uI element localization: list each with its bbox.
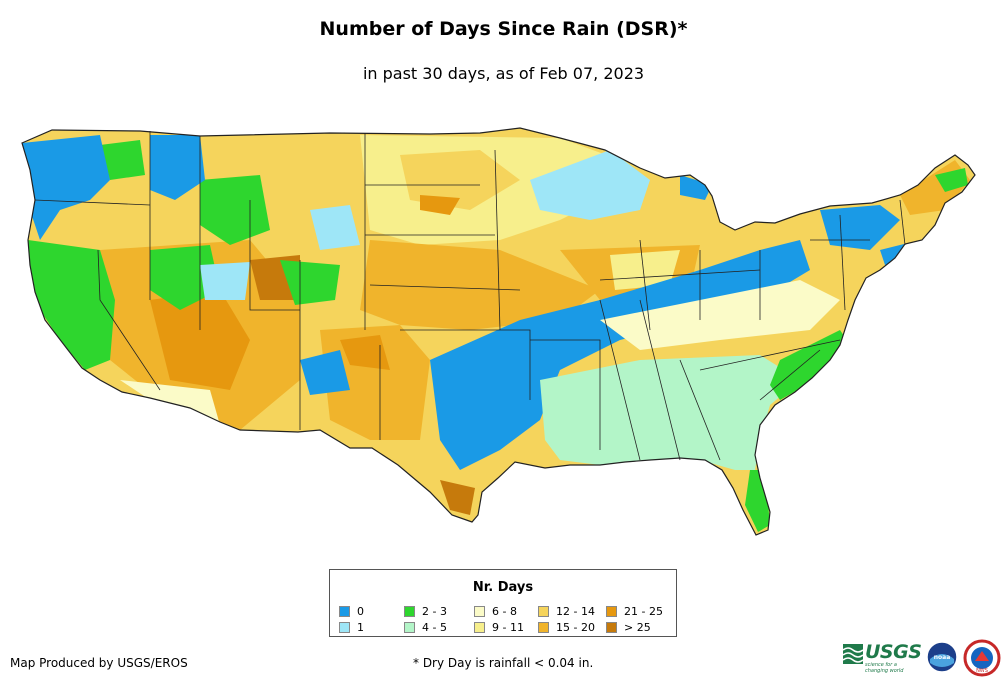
legend-swatch xyxy=(606,606,617,617)
legend-item-3: 4 - 5 xyxy=(404,621,447,634)
usgs-wordmark: USGS xyxy=(865,641,922,663)
legend-item-8: 21 - 25 xyxy=(606,605,663,618)
legend-swatch xyxy=(474,606,485,617)
legend-item-4: 6 - 8 xyxy=(474,605,517,618)
legend-swatch xyxy=(538,606,549,617)
legend-item-7: 15 - 20 xyxy=(538,621,595,634)
producer-credit: Map Produced by USGS/EROS xyxy=(10,656,188,670)
nws-label: NWS xyxy=(976,668,988,674)
legend-swatch xyxy=(404,622,415,633)
usgs-tagline: science for a changing world xyxy=(865,662,904,674)
legend-swatch xyxy=(606,622,617,633)
dsr-map xyxy=(21,127,976,536)
usgs-logo[interactable]: USGS science for a changing world xyxy=(843,641,922,674)
legend-swatch xyxy=(538,622,549,633)
map-title: Number of Days Since Rain (DSR)* xyxy=(319,18,688,40)
nws-logo[interactable]: NWS xyxy=(962,639,1002,677)
legend-item-5: 9 - 11 xyxy=(474,621,524,634)
noaa-label: noaa xyxy=(934,654,951,661)
dry-day-note: * Dry Day is rainfall < 0.04 in. xyxy=(413,656,594,670)
legend-item-0: 0 xyxy=(339,605,364,618)
legend-swatch xyxy=(339,606,350,617)
legend-swatch xyxy=(474,622,485,633)
legend-item-9: > 25 xyxy=(606,621,651,634)
legend-title: Nr. Days xyxy=(472,580,534,595)
usgs-wave-icon xyxy=(843,644,863,664)
legend-swatch xyxy=(339,622,350,633)
legend-item-2: 2 - 3 xyxy=(404,605,447,618)
legend-item-1: 1 xyxy=(339,621,364,634)
legend-swatch xyxy=(404,606,415,617)
legend-item-6: 12 - 14 xyxy=(538,605,595,618)
legend: Nr. Days 0 1 2 - 3 4 - 5 6 - 8 9 - 11 12… xyxy=(329,569,677,637)
map-subtitle: in past 30 days, as of Feb 07, 2023 xyxy=(362,64,645,83)
noaa-logo[interactable]: noaa xyxy=(926,641,958,673)
